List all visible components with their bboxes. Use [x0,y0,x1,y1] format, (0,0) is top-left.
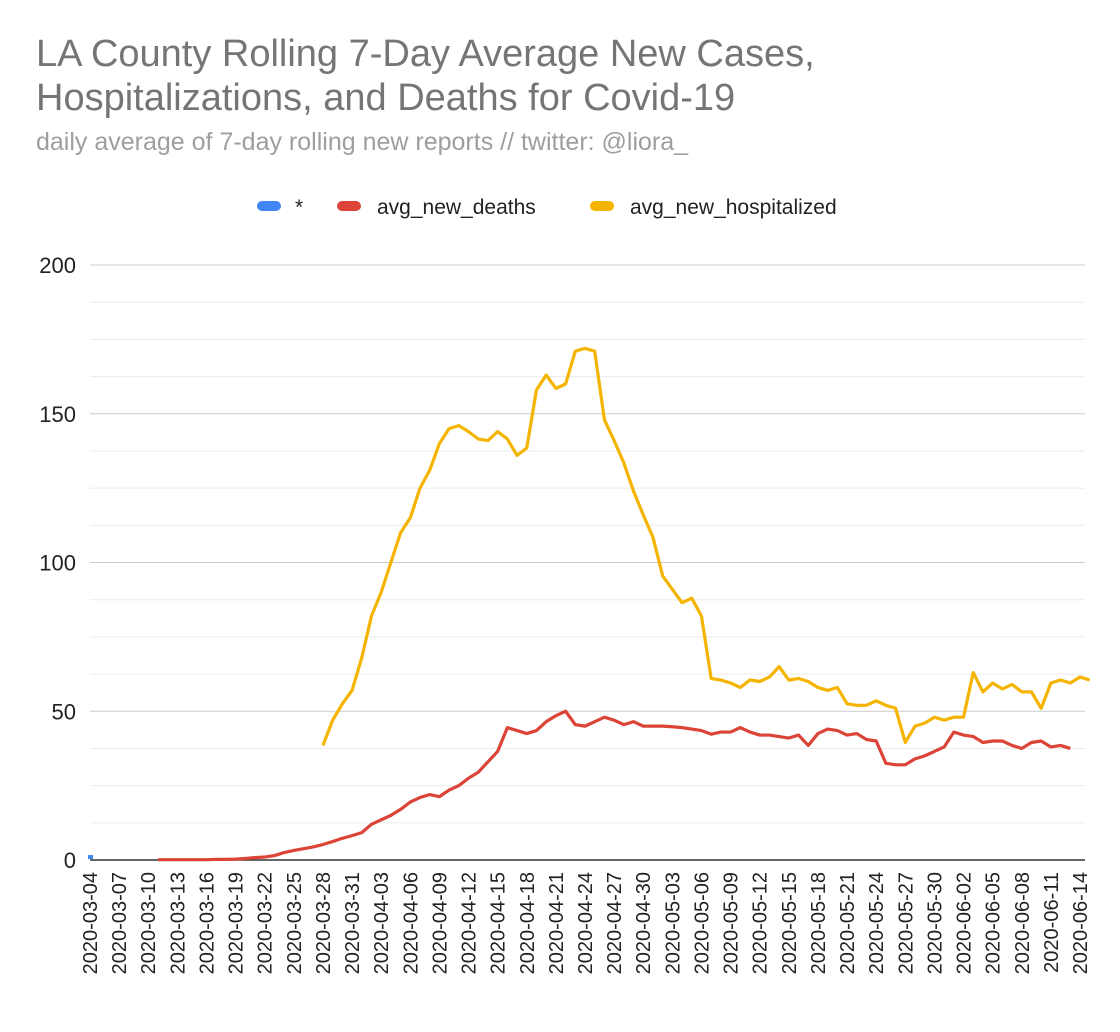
x-tick-label: 2020-04-09 [429,872,451,974]
x-tick-label: 2020-04-06 [400,872,422,974]
x-tick-label: 2020-05-06 [691,872,713,974]
y-tick-label: 200 [39,253,76,278]
x-tick-label: 2020-03-07 [109,872,131,974]
x-tick-label: 2020-04-21 [546,872,568,974]
x-tick-label: 2020-06-05 [983,872,1005,974]
x-tick-label: 2020-05-15 [779,872,801,974]
x-tick-label: 2020-04-03 [371,872,393,974]
legend-swatch [257,201,281,211]
x-tick-label: 2020-03-10 [138,872,160,974]
legend-swatch [337,201,361,211]
x-tick-label: 2020-05-03 [662,872,684,974]
x-tick-label: 2020-05-12 [750,872,772,974]
x-tick-label: 2020-03-28 [313,872,335,974]
x-tick-label: 2020-05-30 [924,872,946,974]
chart-title-line-2: Hospitalizations, and Deaths for Covid-1… [36,77,736,119]
x-tick-label: 2020-04-12 [459,872,481,974]
series-line-star [88,855,93,860]
x-tick-label: 2020-06-08 [1012,872,1034,974]
x-tick-label: 2020-04-27 [604,872,626,974]
y-tick-label: 150 [39,402,76,427]
chart-title: LA County Rolling 7-Day Average New Case… [36,32,1096,120]
legend-label: * [295,196,303,219]
series-line-avg-new-hospitalized [321,346,1091,747]
x-tick-label: 2020-04-18 [517,872,539,974]
y-tick-label: 0 [64,848,76,873]
x-tick-label: 2020-03-16 [196,872,218,974]
x-tick-label: 2020-03-04 [80,872,102,974]
legend-label: avg_new_hospitalized [630,196,837,219]
x-tick-label: 2020-04-15 [488,872,510,974]
legend-swatch [590,201,614,211]
x-tick-label: 2020-05-24 [866,872,888,974]
x-tick-label: 2020-06-02 [954,872,976,974]
series-line-avg-new-deaths [157,709,1071,862]
x-tick-label: 2020-04-24 [575,872,597,974]
x-tick-label: 2020-06-14 [1070,872,1092,974]
x-tick-label: 2020-03-13 [167,872,189,974]
x-tick-label: 2020-03-31 [342,872,364,974]
chart-title-line-1: LA County Rolling 7-Day Average New Case… [36,33,815,75]
x-tick-label: 2020-05-18 [808,872,830,974]
chart-subtitle: daily average of 7-day rolling new repor… [36,128,689,156]
y-tick-label: 100 [39,551,76,576]
legend-label: avg_new_deaths [377,196,536,219]
x-tick-label: 2020-05-09 [721,872,743,974]
y-tick-label: 50 [52,699,76,724]
x-tick-label: 2020-03-25 [284,872,306,974]
x-tick-label: 2020-03-22 [255,872,277,974]
x-tick-label: 2020-05-27 [895,872,917,974]
x-tick-label: 2020-05-21 [837,872,859,974]
x-tick-label: 2020-06-11 [1041,872,1063,973]
x-tick-label: 2020-03-19 [226,872,248,974]
x-tick-label: 2020-04-30 [633,872,655,974]
